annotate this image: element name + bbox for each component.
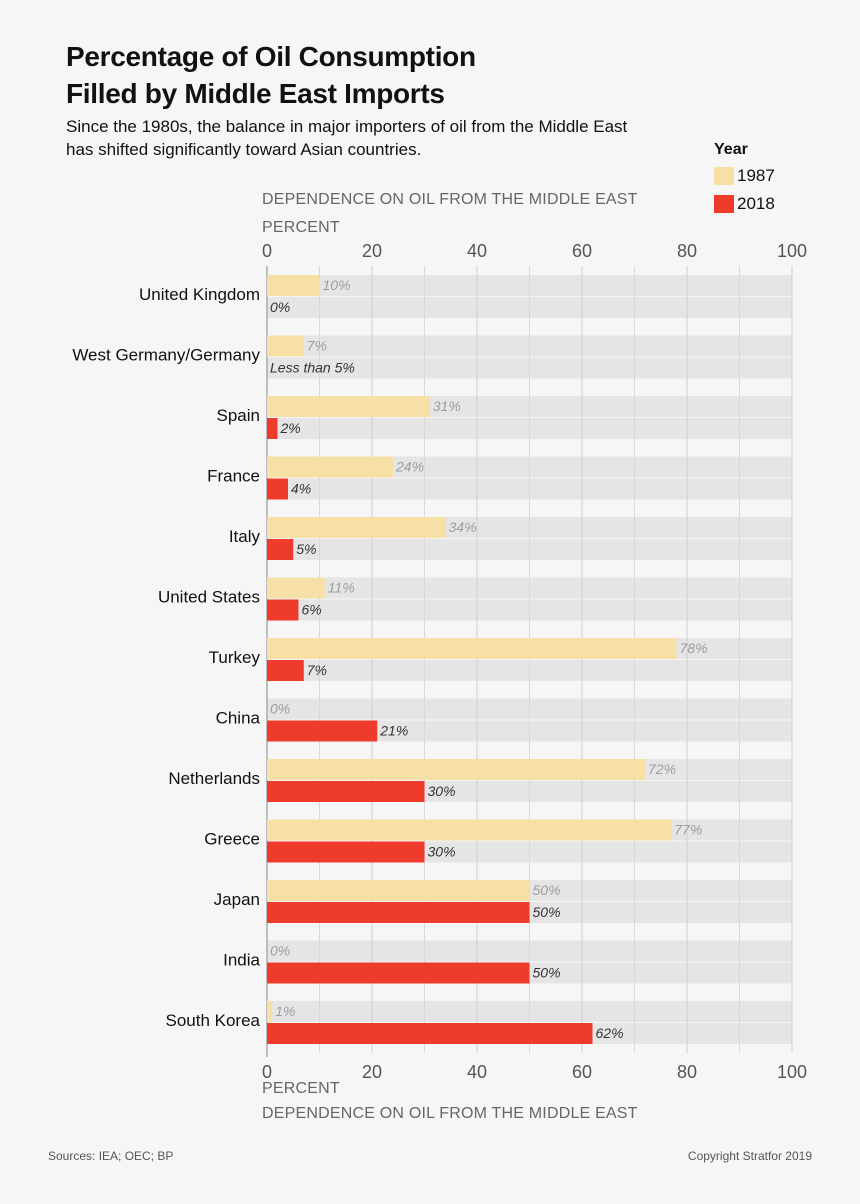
bar-2018-japan: [267, 902, 530, 923]
bar-1987-italy: [267, 517, 446, 538]
tick-label-top-20: 20: [362, 241, 382, 261]
data-label-1987-netherlands: 72%: [648, 761, 676, 777]
bar-1987-turkey: [267, 638, 677, 659]
data-label-1987-south-korea: 1%: [275, 1003, 295, 1019]
data-label-2018-japan: 50%: [533, 904, 561, 920]
data-label-1987-japan: 50%: [533, 882, 561, 898]
bar-2018-china: [267, 720, 378, 742]
chart-title-line-2: Filled by Middle East Imports: [66, 78, 445, 109]
sources-note: Sources: IEA; OEC; BP: [48, 1149, 174, 1163]
chart-subtitle-line-2: has shifted significantly toward Asian c…: [66, 140, 422, 159]
chart-title: Percentage of Oil Consumption Filled by …: [66, 38, 686, 112]
legend-item-1987: 1987: [714, 165, 775, 187]
data-label-2018-netherlands: 30%: [428, 783, 456, 799]
bar-1987-france: [267, 456, 393, 478]
data-label-1987-greece: 77%: [674, 822, 702, 838]
tick-label-bottom-0: 0: [262, 1062, 272, 1082]
data-label-2018-india: 50%: [533, 965, 561, 981]
tick-label-top-0: 0: [262, 241, 272, 261]
tick-label-bottom-20: 20: [362, 1062, 382, 1082]
bar-1987-west-germany-germany: [267, 335, 304, 357]
data-label-1987-italy: 34%: [449, 519, 477, 535]
legend-title: Year: [714, 141, 748, 158]
bar-1987-spain: [267, 396, 430, 417]
data-label-1987-turkey: 78%: [680, 640, 708, 656]
copyright-note: Copyright Stratfor 2019: [687, 1149, 812, 1163]
data-label-1987-west-germany-germany: 7%: [307, 338, 327, 354]
data-label-1987-spain: 31%: [433, 398, 461, 414]
tick-label-bottom-60: 60: [572, 1062, 592, 1082]
chart-subtitle-line-1: Since the 1980s, the balance in major im…: [66, 117, 628, 136]
category-label-spain: Spain: [217, 406, 260, 425]
data-label-2018-south-korea: 62%: [596, 1025, 624, 1041]
legend: Year 1987 2018: [714, 141, 775, 221]
data-label-2018-united-states: 6%: [302, 602, 322, 618]
category-label-united-states: United States: [158, 588, 260, 607]
chart-subtitle: Since the 1980s, the balance in major im…: [66, 115, 706, 161]
data-label-1987-france: 24%: [395, 459, 424, 475]
bar-1987-greece: [267, 819, 672, 841]
tick-label-top-100: 100: [777, 241, 807, 261]
legend-item-2018: 2018: [714, 193, 775, 215]
bar-1987-japan: [267, 880, 530, 901]
axis-title-bottom: DEPENDENCE ON OIL FROM THE MIDDLE EAST: [262, 1105, 638, 1122]
category-label-netherlands: Netherlands: [168, 769, 260, 788]
category-label-greece: Greece: [204, 830, 260, 849]
data-label-1987-united-kingdom: 10%: [323, 277, 351, 293]
data-label-2018-greece: 30%: [428, 844, 456, 860]
tick-label-top-60: 60: [572, 241, 592, 261]
chart-title-line-1: Percentage of Oil Consumption: [66, 41, 476, 72]
bar-1987-united-states: [267, 577, 325, 599]
category-label-japan: Japan: [214, 890, 260, 909]
data-label-2018-china: 21%: [379, 723, 408, 739]
bar-2018-greece: [267, 841, 425, 863]
bar-1987-south-korea: [267, 1001, 273, 1022]
data-label-2018-west-germany-germany: Less than 5%: [270, 360, 355, 376]
bar-2018-south-korea: [267, 1023, 593, 1044]
data-label-1987-india: 0%: [270, 943, 290, 959]
axis-title-top: DEPENDENCE ON OIL FROM THE MIDDLE EAST: [262, 191, 638, 208]
axis-unit-bottom: PERCENT: [262, 1080, 340, 1097]
data-label-2018-italy: 5%: [296, 541, 316, 557]
legend-swatch-2018: [714, 195, 734, 213]
bar-1987-united-kingdom: [267, 275, 320, 296]
axis-unit-top: PERCENT: [262, 219, 340, 236]
category-label-india: India: [223, 951, 260, 970]
category-label-italy: Italy: [229, 527, 261, 546]
category-label-turkey: Turkey: [209, 648, 261, 667]
category-label-west-germany-germany: West Germany/Germany: [72, 346, 260, 365]
bar-2018-turkey: [267, 660, 304, 681]
category-label-south-korea: South Korea: [165, 1011, 260, 1030]
category-label-france: France: [207, 467, 260, 486]
bar-2018-france: [267, 478, 288, 500]
tick-label-bottom-100: 100: [777, 1062, 807, 1082]
bar-2018-india: [267, 962, 530, 984]
tick-label-top-40: 40: [467, 241, 487, 261]
data-label-2018-united-kingdom: 0%: [270, 299, 290, 315]
bar-2018-spain: [267, 418, 278, 439]
data-label-2018-turkey: 7%: [307, 662, 327, 678]
data-label-2018-spain: 2%: [280, 420, 301, 436]
legend-swatch-1987: [714, 167, 734, 185]
bar-2018-italy: [267, 539, 294, 560]
data-label-2018-france: 4%: [291, 481, 311, 497]
tick-label-bottom-80: 80: [677, 1062, 697, 1082]
tick-label-top-80: 80: [677, 241, 697, 261]
data-label-1987-united-states: 11%: [328, 580, 355, 596]
bar-1987-netherlands: [267, 759, 645, 780]
legend-label-2018: 2018: [737, 194, 775, 213]
bar-2018-netherlands: [267, 781, 425, 802]
data-label-1987-china: 0%: [270, 701, 290, 717]
tick-label-bottom-40: 40: [467, 1062, 487, 1082]
category-label-china: China: [216, 709, 261, 728]
bar-2018-united-states: [267, 599, 299, 621]
category-label-united-kingdom: United Kingdom: [139, 285, 260, 304]
legend-label-1987: 1987: [737, 166, 775, 185]
